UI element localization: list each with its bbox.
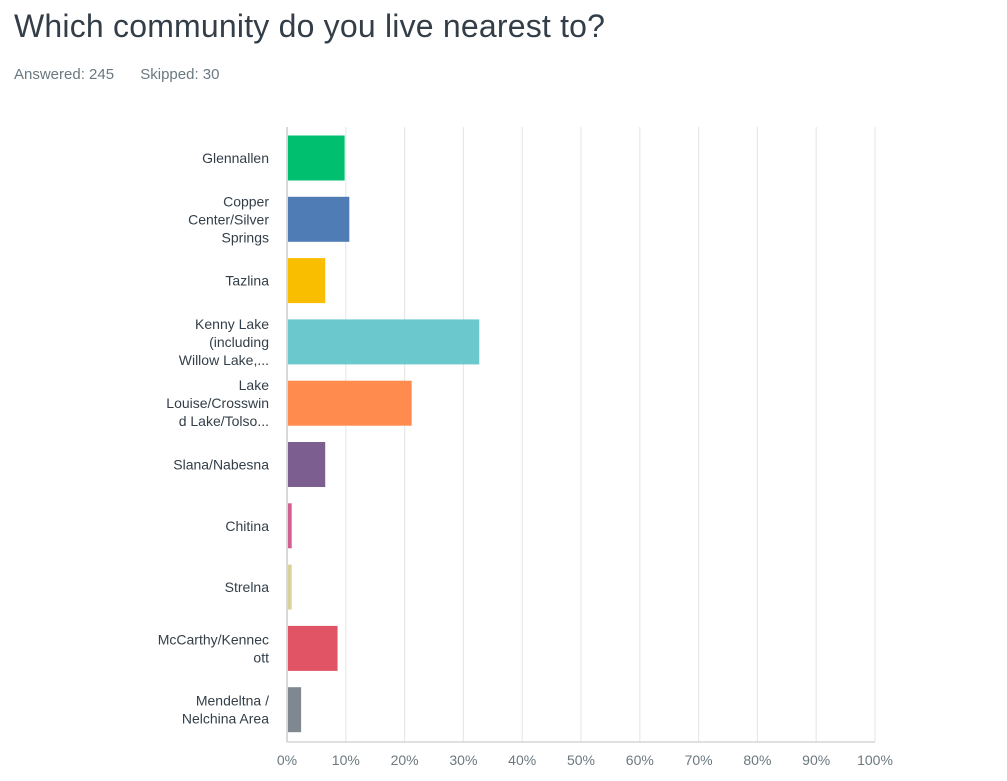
bar[interactable] [288, 380, 412, 426]
bar[interactable] [288, 135, 345, 181]
category-label: Kenny Lake (including Willow Lake,... [179, 316, 269, 368]
response-stats: Answered: 245 Skipped: 30 [14, 66, 241, 83]
bar[interactable] [288, 319, 480, 365]
question-title: Which community do you live nearest to? [14, 8, 606, 44]
category-label: Strelna [225, 579, 270, 595]
category-label: Slana/Nabesna [173, 457, 269, 473]
category-label: Tazlina [225, 273, 269, 289]
x-tick-label: 80% [743, 752, 771, 768]
category-label: Copper Center/Silver Springs [188, 193, 269, 245]
axes [286, 127, 875, 743]
skipped-count: Skipped: 30 [140, 66, 220, 83]
x-tick-label: 100% [857, 752, 893, 768]
category-label: Glennallen [202, 150, 269, 166]
x-tick-label: 70% [685, 752, 713, 768]
x-tick-label: 20% [391, 752, 419, 768]
category-labels: Glennallen Copper Center/Silver Springs Tazl… [158, 150, 270, 727]
x-tick-label: 30% [449, 752, 477, 768]
bar[interactable] [288, 258, 326, 304]
x-tick-label: 0% [277, 752, 297, 768]
category-label: Mendeltna / Nelchina Area [182, 693, 269, 727]
bar[interactable] [288, 442, 326, 487]
category-label: Chitina [225, 518, 269, 534]
bar[interactable] [288, 687, 302, 733]
x-tick-label: 40% [508, 752, 536, 768]
x-tick-labels: 0% 10% 20% 30% 40% 50% 60% 70% 80% 90% 100% [277, 752, 893, 768]
x-tick-label: 50% [567, 752, 595, 768]
bar[interactable] [288, 564, 292, 610]
category-label: Lake Louise/Crosswin d Lake/Tolso... [166, 377, 269, 429]
gridlines [345, 127, 876, 742]
x-tick-label: 90% [802, 752, 830, 768]
bar[interactable] [288, 625, 338, 671]
x-tick-label: 10% [332, 752, 360, 768]
bar[interactable] [288, 503, 292, 549]
x-tick-label: 60% [626, 752, 654, 768]
category-label: McCarthy/Kennec ott [158, 631, 269, 665]
bars [288, 135, 480, 733]
bar[interactable] [288, 196, 350, 242]
answered-count: Answered: 245 [14, 66, 115, 83]
